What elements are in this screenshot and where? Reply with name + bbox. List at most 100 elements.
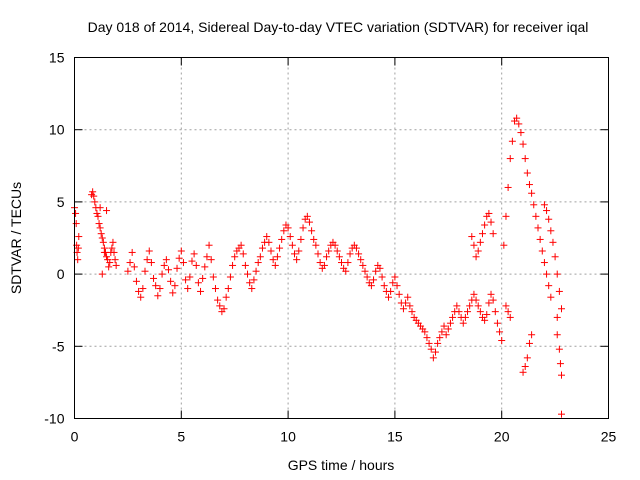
data-point — [95, 220, 103, 228]
chart-title: Day 018 of 2014, Sidereal Day-to-day VTE… — [88, 19, 589, 35]
data-point — [472, 296, 480, 304]
data-point — [478, 230, 486, 238]
data-point — [525, 339, 533, 347]
data-point — [444, 325, 452, 333]
x-tick-label: 20 — [494, 429, 510, 445]
data-point — [404, 293, 412, 301]
x-tick-labels: 0 5 10 15 20 25 — [71, 429, 617, 445]
data-point — [491, 308, 499, 316]
data-point — [184, 285, 192, 293]
data-point — [158, 270, 166, 278]
data-point — [449, 313, 457, 321]
data-point — [357, 256, 365, 264]
data-point — [461, 313, 469, 321]
data-point — [421, 328, 429, 336]
data-point — [466, 302, 474, 310]
data-point — [481, 316, 489, 324]
y-tick-label: -10 — [44, 411, 64, 427]
data-point — [528, 331, 536, 339]
x-tick-label: 15 — [387, 429, 403, 445]
data-point — [308, 227, 316, 235]
data-point — [429, 354, 437, 362]
data-point — [558, 410, 566, 418]
data-point — [502, 302, 510, 310]
data-point — [376, 264, 384, 272]
data-point — [188, 257, 196, 265]
data-point — [474, 302, 482, 310]
data-point — [99, 238, 107, 246]
data-point — [145, 247, 153, 255]
data-point — [519, 140, 527, 148]
data-point — [515, 120, 523, 128]
data-point — [393, 282, 401, 290]
y-tick-label: -5 — [52, 338, 65, 354]
data-point — [246, 279, 254, 287]
data-point — [222, 293, 230, 301]
data-point — [431, 348, 439, 356]
data-point — [556, 360, 564, 368]
data-point — [333, 247, 341, 255]
data-point — [179, 259, 187, 267]
data-point — [320, 261, 328, 269]
data-point — [103, 253, 111, 261]
y-axis-title: SDTVAR / TECUs — [8, 182, 24, 294]
data-point — [271, 261, 279, 269]
data-point — [143, 256, 151, 264]
data-point — [156, 285, 164, 293]
data-point — [500, 241, 508, 249]
data-point — [476, 308, 484, 316]
data-point — [96, 204, 104, 212]
data-point — [555, 287, 563, 295]
data-point — [173, 264, 181, 272]
data-point — [288, 241, 296, 249]
data-point — [528, 189, 536, 197]
data-point — [534, 224, 542, 232]
y-tick-label: 10 — [49, 122, 65, 138]
data-point — [504, 308, 512, 316]
data-point — [164, 266, 172, 274]
y-tick-labels: -10 -5 0 5 10 15 — [44, 50, 64, 427]
data-point — [224, 285, 232, 293]
data-point — [124, 267, 132, 275]
data-point — [558, 305, 566, 313]
data-point — [110, 248, 118, 256]
data-point — [363, 273, 371, 281]
data-point — [468, 233, 476, 241]
data-point — [106, 259, 114, 267]
data-point — [372, 267, 380, 275]
data-point — [543, 270, 551, 278]
data-point — [485, 209, 493, 217]
x-tick-label: 10 — [280, 429, 296, 445]
data-point — [231, 253, 239, 261]
data-point — [532, 212, 540, 220]
plot-frame — [74, 57, 609, 419]
data-point — [126, 259, 134, 267]
data-point — [103, 207, 111, 215]
data-point — [197, 287, 205, 295]
data-point — [284, 224, 292, 232]
data-point — [427, 345, 435, 353]
data-point — [216, 302, 224, 310]
data-point — [132, 277, 140, 285]
data-point — [438, 328, 446, 336]
data-point — [258, 244, 266, 252]
data-point — [344, 259, 352, 267]
data-point — [93, 209, 101, 217]
data-point — [256, 253, 264, 261]
data-point — [481, 221, 489, 229]
data-point — [519, 368, 527, 376]
data-point — [387, 287, 395, 295]
data-point — [94, 212, 102, 220]
data-point — [517, 129, 525, 137]
data-point — [229, 261, 237, 269]
data-point — [553, 331, 561, 339]
data-point — [367, 282, 375, 290]
data-point — [263, 233, 271, 241]
data-point — [211, 285, 219, 293]
data-point — [169, 289, 177, 297]
data-point — [130, 263, 138, 271]
data-point — [399, 305, 407, 313]
data-point — [402, 299, 410, 307]
data-point — [137, 293, 145, 301]
data-point — [513, 114, 521, 122]
